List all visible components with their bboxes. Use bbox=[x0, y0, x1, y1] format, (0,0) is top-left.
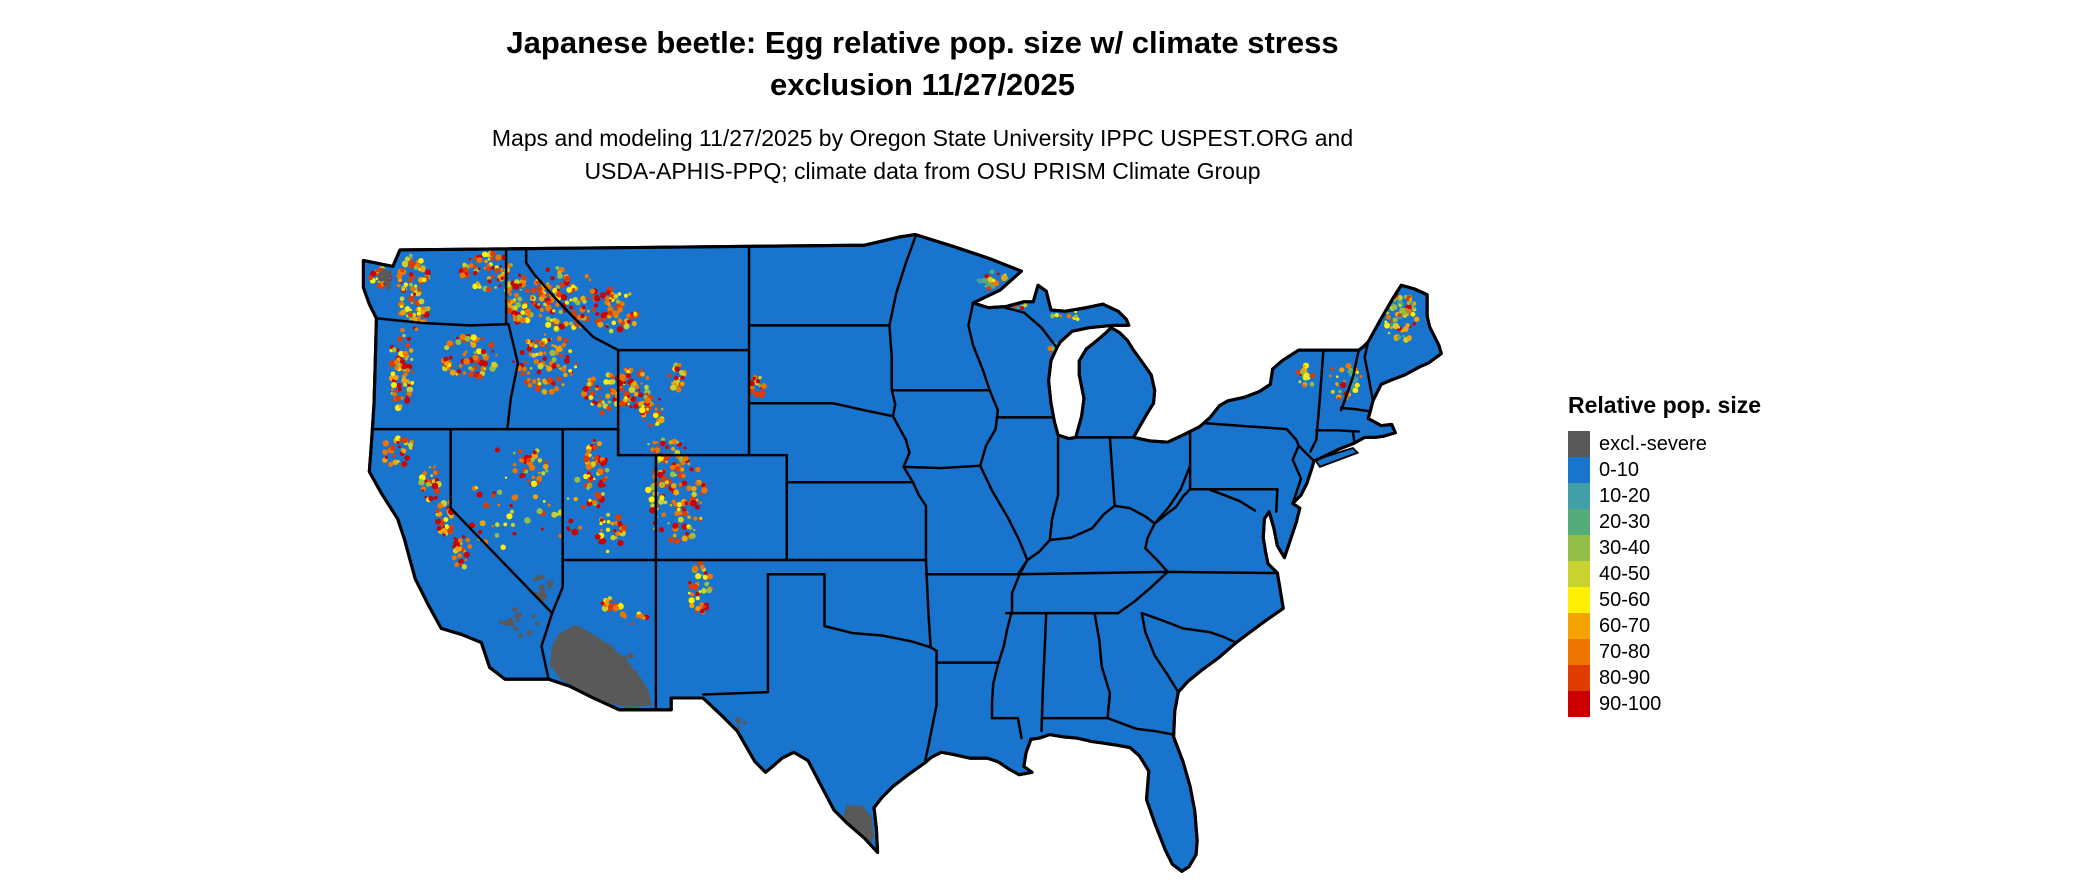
legend-label: 90-100 bbox=[1599, 692, 1662, 715]
legend-label: 50-60 bbox=[1599, 588, 1651, 611]
legend-row: 40-50 bbox=[1568, 561, 1761, 587]
legend-swatch bbox=[1568, 509, 1590, 535]
legend-row: 30-40 bbox=[1568, 535, 1761, 561]
legend-swatch bbox=[1568, 639, 1590, 665]
credits-line2: USDA-APHIS-PPQ; climate data from OSU PR… bbox=[584, 158, 1261, 185]
legend-title: Relative pop. size bbox=[1568, 392, 1762, 418]
legend-swatch bbox=[1568, 483, 1590, 509]
national-border bbox=[361, 233, 1443, 873]
legend-entries: excl.-severe 0-10 10-20 20-30 30-40 40-50 50-6… bbox=[1568, 431, 1761, 717]
legend-label: 20-30 bbox=[1599, 510, 1651, 533]
title-line1: Japanese beetle: Egg relative pop. size … bbox=[506, 25, 1339, 60]
legend-row: 20-30 bbox=[1568, 509, 1761, 535]
legend-row: 50-60 bbox=[1568, 587, 1761, 613]
legend-label: excl.-severe bbox=[1599, 432, 1707, 455]
legend-label: 0-10 bbox=[1599, 458, 1640, 481]
legend-swatch bbox=[1568, 431, 1590, 457]
legend-row: 60-70 bbox=[1568, 613, 1761, 639]
legend-label: 30-40 bbox=[1599, 536, 1651, 559]
legend-label: 80-90 bbox=[1599, 666, 1651, 689]
legend-swatch bbox=[1568, 691, 1590, 717]
legend-label: 60-70 bbox=[1599, 614, 1651, 637]
legend-row: 80-90 bbox=[1568, 665, 1761, 691]
legend-swatch bbox=[1568, 613, 1590, 639]
legend: Relative pop. size excl.-severe 0-10 10-20… bbox=[1568, 392, 1761, 717]
credits-line1: Maps and modeling 11/27/2025 by Oregon S… bbox=[491, 125, 1354, 151]
legend-swatch bbox=[1568, 457, 1590, 483]
figure-title: Japanese beetle: Egg relative pop. size … bbox=[0, 22, 1845, 106]
us-map-svg bbox=[361, 233, 1443, 873]
legend-swatch bbox=[1568, 665, 1590, 691]
legend-label: 40-50 bbox=[1599, 562, 1651, 585]
figure-credits: Maps and modeling 11/27/2025 by Oregon S… bbox=[0, 122, 1845, 189]
conus-land bbox=[361, 233, 1443, 873]
legend-row: 10-20 bbox=[1568, 483, 1761, 509]
legend-row: 70-80 bbox=[1568, 639, 1761, 665]
legend-row: excl.-severe bbox=[1568, 431, 1761, 457]
title-line2: exclusion 11/27/2025 bbox=[769, 66, 1076, 102]
legend-swatch bbox=[1568, 587, 1590, 613]
legend-swatch bbox=[1568, 535, 1590, 561]
long-island bbox=[1313, 446, 1360, 469]
legend-row: 0-10 bbox=[1568, 457, 1761, 483]
legend-row: 90-100 bbox=[1568, 691, 1761, 717]
us-map bbox=[310, 198, 1490, 882]
state-borders bbox=[372, 235, 1375, 765]
legend-label: 10-20 bbox=[1599, 484, 1651, 507]
legend-swatch bbox=[1568, 561, 1590, 587]
legend-label: 70-80 bbox=[1599, 640, 1651, 663]
